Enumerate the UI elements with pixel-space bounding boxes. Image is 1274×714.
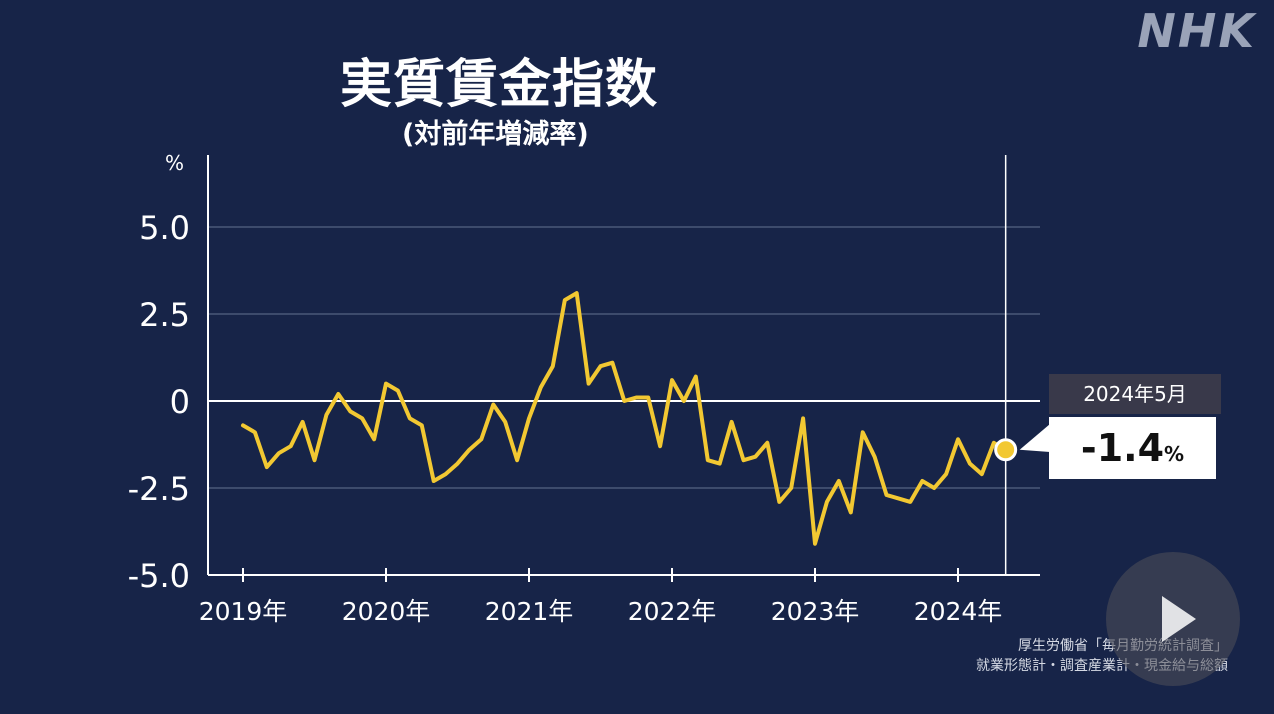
y-unit-label: %: [165, 151, 184, 175]
callout-unit: %: [1164, 442, 1185, 466]
x-tick-label: 2022年: [628, 597, 717, 626]
play-icon: [1162, 596, 1196, 642]
latest-point: [994, 438, 1018, 462]
y-tick-label: -2.5: [128, 470, 190, 508]
chart-subtitle: (対前年増減率): [402, 119, 589, 150]
callout-date: 2024年5月: [1049, 374, 1221, 414]
nhk-logo: NHK: [1137, 4, 1256, 58]
play-button[interactable]: [1106, 552, 1240, 686]
x-tick-label: 2024年: [914, 597, 1003, 626]
x-tick-label: 2019年: [199, 597, 288, 626]
x-tick-label: 2021年: [485, 597, 574, 626]
y-tick-label: 0: [170, 383, 190, 421]
chart-title: 実質賃金指数: [340, 55, 659, 115]
y-tick-label: 2.5: [139, 296, 190, 334]
x-tick-label: 2020年: [342, 597, 431, 626]
callout-pointer: [1019, 424, 1050, 452]
series-line: [241, 291, 1008, 546]
callout-value: -1.4: [1080, 426, 1165, 470]
x-tick-label: 2023年: [771, 597, 860, 626]
y-tick-label: -5.0: [128, 557, 190, 595]
callout-value-box: -1.4%: [1049, 417, 1216, 479]
y-tick-label: 5.0: [139, 209, 190, 247]
